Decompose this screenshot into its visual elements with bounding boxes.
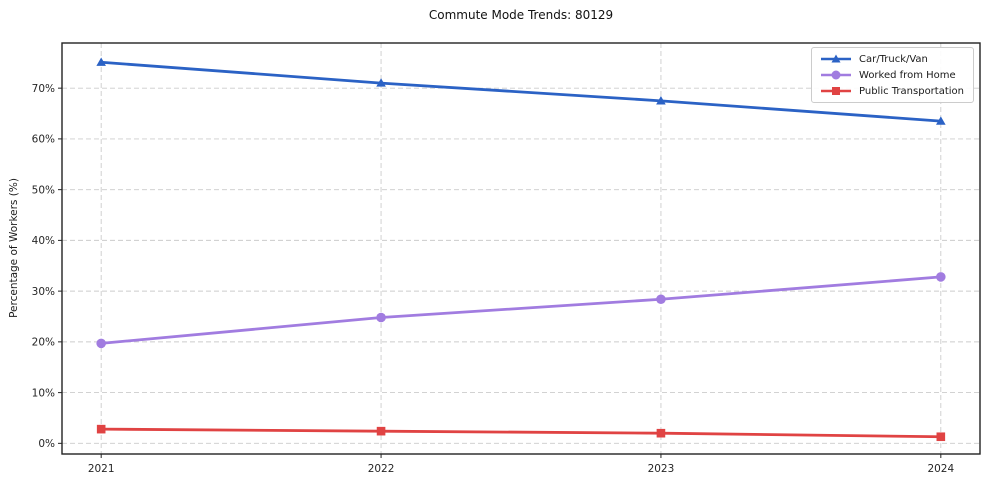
data-point-marker <box>376 426 386 436</box>
y-tick-label: 20% <box>32 337 55 349</box>
y-tick-label: 30% <box>32 286 55 298</box>
x-tick-label: 2021 <box>88 463 115 475</box>
legend-label: Public Transportation <box>859 85 964 97</box>
y-tick-label: 40% <box>32 235 55 247</box>
y-tick-label: 50% <box>32 184 55 196</box>
data-point-marker <box>96 338 106 349</box>
data-point-marker <box>96 424 106 434</box>
y-tick-label: 60% <box>32 134 55 146</box>
data-point-marker <box>656 428 666 438</box>
data-point-marker <box>936 272 946 282</box>
y-tick-label: 10% <box>32 387 55 399</box>
axes-frame <box>61 42 981 455</box>
data-point-marker <box>376 312 386 323</box>
y-tick-label: 0% <box>38 438 55 450</box>
legend-item: Worked from Home <box>819 69 964 81</box>
data-point-marker <box>656 294 666 305</box>
chart-title: Commute Mode Trends: 80129 <box>428 8 614 22</box>
data-point-marker <box>96 57 106 66</box>
legend: Car/Truck/Van Worked from Home Public Tran… <box>811 47 974 103</box>
legend-marker-circle-icon <box>821 70 852 80</box>
series-line <box>99 275 943 345</box>
x-tick-label: 2022 <box>368 463 395 475</box>
legend-label: Car/Truck/Van <box>859 53 928 65</box>
data-point-marker <box>376 78 386 87</box>
legend-item: Car/Truck/Van <box>819 53 964 65</box>
x-tick-label: 2024 <box>927 463 954 475</box>
legend-label: Worked from Home <box>859 69 956 81</box>
x-tick-label: 2023 <box>648 463 675 475</box>
legend-marker-triangle-icon <box>821 54 852 63</box>
data-point-marker <box>656 96 666 105</box>
data-point-marker <box>936 116 946 125</box>
series-line <box>99 427 943 439</box>
series-line <box>99 60 943 123</box>
y-tick-label: 70% <box>32 83 55 95</box>
data-point-marker <box>936 432 946 442</box>
legend-item: Public Transportation <box>819 85 964 97</box>
legend-marker-square-icon <box>821 87 852 95</box>
